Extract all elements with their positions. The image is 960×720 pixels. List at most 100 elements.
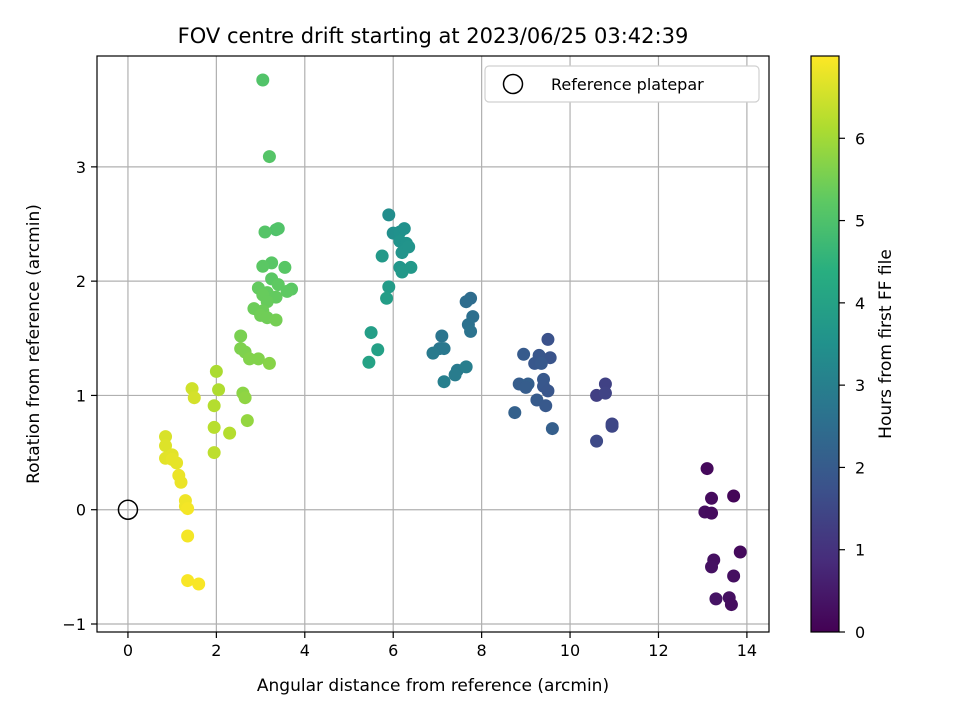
data-point xyxy=(256,259,270,273)
data-point xyxy=(280,284,294,298)
data-point xyxy=(733,545,747,559)
plot-frame xyxy=(96,55,770,633)
data-point xyxy=(598,386,612,400)
data-point xyxy=(541,332,555,346)
data-point xyxy=(269,313,283,327)
colorbar-tick-label: 0 xyxy=(855,623,865,642)
legend: Reference platepar xyxy=(484,65,760,103)
data-point xyxy=(207,420,221,434)
data-point xyxy=(380,291,394,305)
colorbar-tick-label: 3 xyxy=(855,376,865,395)
data-point xyxy=(435,329,449,343)
data-point xyxy=(709,592,723,606)
data-point xyxy=(278,260,292,274)
data-point xyxy=(437,342,451,356)
data-point xyxy=(727,569,741,583)
data-point xyxy=(207,446,221,460)
x-axis-ticks: 0 2 4 6 8 10 12 14 xyxy=(123,632,757,660)
data-point xyxy=(262,150,276,164)
data-point xyxy=(705,560,719,574)
data-point xyxy=(541,384,555,398)
data-point xyxy=(174,475,188,489)
x-tick-label: 14 xyxy=(737,641,757,660)
y-axis-ticks: −1 0 1 2 3 xyxy=(62,158,97,634)
data-point xyxy=(238,391,252,405)
data-point xyxy=(590,434,604,448)
colorbar: 0 1 2 3 4 5 6 Hours from first FF file xyxy=(810,55,896,642)
data-point xyxy=(251,352,265,366)
data-point xyxy=(181,574,195,588)
data-point xyxy=(209,364,223,378)
data-point xyxy=(705,506,719,520)
data-point xyxy=(598,377,612,391)
data-point xyxy=(402,240,416,254)
grid-lines xyxy=(97,56,769,632)
x-tick-label: 6 xyxy=(388,641,398,660)
x-tick-label: 2 xyxy=(211,641,221,660)
legend-marker xyxy=(502,73,524,95)
data-point xyxy=(397,222,411,236)
colorbar-tick-label: 4 xyxy=(855,294,865,313)
data-point xyxy=(700,462,714,476)
data-point xyxy=(539,399,553,413)
x-tick-label: 8 xyxy=(477,641,487,660)
data-point xyxy=(364,326,378,340)
y-tick-label: 1 xyxy=(76,386,86,405)
data-point xyxy=(459,360,473,374)
colorbar-tick-label: 6 xyxy=(855,129,865,148)
data-point xyxy=(508,406,522,420)
data-point xyxy=(271,222,285,236)
legend-entry-label: Reference platepar xyxy=(551,75,704,94)
data-point xyxy=(159,439,173,453)
data-point xyxy=(207,399,221,413)
data-point xyxy=(426,346,440,360)
data-point xyxy=(534,356,548,370)
data-point xyxy=(234,329,248,343)
reference-point xyxy=(117,499,139,520)
data-point xyxy=(382,280,396,294)
data-point xyxy=(371,343,385,357)
data-point xyxy=(404,260,418,274)
y-tick-label: 2 xyxy=(76,272,86,291)
data-point xyxy=(262,356,276,370)
data-point xyxy=(223,426,237,440)
colorbar-label: Hours from first FF file xyxy=(876,249,896,439)
data-point xyxy=(727,489,741,503)
x-tick-label: 0 xyxy=(123,641,133,660)
data-point xyxy=(362,355,376,369)
data-point xyxy=(212,383,226,397)
data-points xyxy=(159,73,747,612)
data-point xyxy=(382,208,396,222)
data-point xyxy=(724,598,738,612)
colorbar-tick-label: 5 xyxy=(855,212,865,231)
colorbar-tick-label: 2 xyxy=(855,458,865,477)
data-point xyxy=(517,347,531,361)
data-point xyxy=(165,452,179,466)
data-point xyxy=(258,225,272,239)
chart-title: FOV centre drift starting at 2023/06/25 … xyxy=(178,24,689,48)
data-point xyxy=(192,577,206,591)
data-point xyxy=(705,491,719,505)
data-point xyxy=(448,368,462,382)
colorbar-gradient xyxy=(810,55,840,633)
data-point xyxy=(437,375,451,389)
x-tick-label: 10 xyxy=(560,641,580,660)
data-point xyxy=(187,391,201,405)
x-axis-label: Angular distance from reference (arcmin) xyxy=(257,676,609,696)
data-point xyxy=(256,73,270,87)
x-tick-label: 4 xyxy=(300,641,310,660)
data-point xyxy=(271,278,285,292)
data-point xyxy=(545,422,559,436)
colorbar-ticks: 0 1 2 3 4 5 6 xyxy=(839,129,865,642)
legend-box xyxy=(484,65,760,103)
data-point xyxy=(375,249,389,263)
data-point xyxy=(240,414,254,428)
y-tick-label: 0 xyxy=(76,501,86,520)
y-axis-label: Rotation from reference (arcmin) xyxy=(24,204,44,484)
colorbar-tick-label: 1 xyxy=(855,541,865,560)
data-point xyxy=(181,502,195,516)
data-point xyxy=(159,430,173,444)
data-point xyxy=(519,380,533,394)
x-tick-label: 12 xyxy=(648,641,668,660)
